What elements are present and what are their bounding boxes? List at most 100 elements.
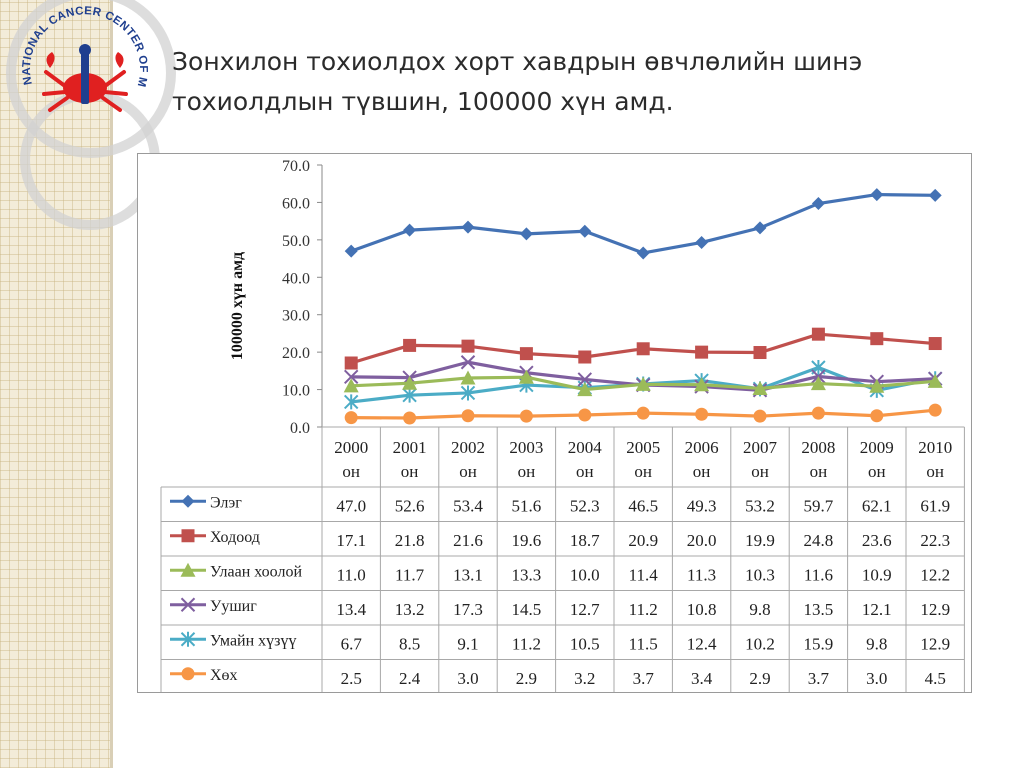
data-label: 11.4 [629, 565, 659, 584]
logo: NATIONAL CANCER CENTER OF MONGOLIA [10, 2, 149, 112]
data-point [402, 387, 417, 403]
data-label: 21.8 [395, 531, 425, 550]
x-tick-label-unit: он [868, 462, 886, 481]
legend-marker [180, 631, 196, 647]
data-label: 59.7 [804, 496, 834, 515]
data-label: 2.9 [749, 669, 770, 688]
line-chart: 0.0 10.0 20.0 30.0 40.0 50.0 60.0 70.0 100000 хү… [160, 158, 965, 692]
data-point [461, 409, 475, 423]
data-point [403, 411, 417, 425]
data-label: 13.2 [395, 600, 425, 619]
x-tick-label-unit: он [810, 462, 828, 481]
data-label: 10.2 [745, 634, 775, 653]
data-label: 12.2 [920, 565, 950, 584]
title-line-1: Зонхилон тохиолдох хорт хавдрын өвчлөлий… [172, 47, 863, 76]
data-point [869, 378, 885, 393]
x-tick-label-year: 2006 [685, 438, 719, 457]
data-label: 10.3 [745, 565, 775, 584]
data-label: 8.5 [399, 634, 420, 653]
data-label: 11.7 [395, 565, 425, 584]
data-point [636, 246, 650, 260]
legend-label: Улаан хоолой [210, 563, 302, 580]
data-point [752, 380, 768, 395]
data-label: 17.3 [453, 600, 483, 619]
data-label: 3.0 [866, 669, 887, 688]
data-label: 9.8 [749, 600, 770, 619]
data-label: 15.9 [804, 634, 834, 653]
data-label: 19.6 [512, 531, 542, 550]
data-point [344, 244, 358, 258]
data-label: 11.6 [804, 565, 833, 584]
data-label: 11.3 [687, 565, 716, 584]
data-label: 53.4 [453, 496, 483, 515]
data-point [343, 369, 359, 385]
data-point [519, 409, 533, 423]
data-point [577, 382, 593, 397]
legend-marker [180, 597, 196, 612]
data-label: 12.4 [687, 634, 717, 653]
legend-label: Ходоод [210, 529, 260, 546]
data-point [343, 394, 359, 410]
data-point [753, 409, 767, 423]
data-label: 61.9 [920, 496, 950, 515]
data-point [578, 350, 592, 364]
data-label: 3.2 [574, 669, 595, 688]
data-label: 13.5 [804, 600, 834, 619]
y-tick-label: 0.0 [290, 420, 310, 437]
x-tick-label-year: 2007 [743, 438, 778, 457]
x-tick-label-year: 2004 [568, 438, 603, 457]
data-point [461, 339, 475, 353]
data-point [344, 356, 358, 370]
data-label: 12.1 [862, 600, 892, 619]
x-tick-label-unit: он [926, 462, 944, 481]
data-label: 10.0 [570, 565, 600, 584]
data-point [927, 373, 943, 388]
data-point [811, 197, 825, 211]
x-tick-label-unit: он [401, 462, 419, 481]
data-label: 3.7 [633, 669, 655, 688]
data-point [636, 406, 650, 420]
data-label: 10.9 [862, 565, 892, 584]
data-point [577, 372, 593, 387]
data-point [753, 221, 767, 235]
legend-label: Хөх [210, 667, 238, 684]
crab-emblem-icon [42, 44, 128, 112]
legend-label: Уушиг [210, 598, 257, 615]
legend-label: Элэг [210, 494, 242, 511]
data-point [402, 375, 418, 390]
data-point [695, 407, 709, 421]
y-tick-label: 40.0 [282, 270, 310, 287]
x-tick-label-unit: он [634, 462, 652, 481]
data-point [695, 235, 709, 249]
y-tick-label: 30.0 [282, 308, 310, 325]
data-point [928, 188, 942, 202]
data-point [928, 337, 942, 351]
x-tick-label-year: 2010 [918, 438, 952, 457]
data-label: 23.6 [862, 531, 892, 550]
x-tick-label-year: 2008 [801, 438, 835, 457]
data-label: 18.7 [570, 531, 600, 550]
data-label: 14.5 [512, 600, 542, 619]
data-label: 4.5 [925, 669, 946, 688]
series-line [350, 192, 936, 255]
data-point [870, 188, 884, 202]
data-label: 17.1 [336, 531, 366, 550]
x-tick-label-year: 2009 [860, 438, 894, 457]
data-point [343, 378, 359, 393]
data-label: 3.0 [457, 669, 478, 688]
data-label: 19.9 [745, 531, 775, 550]
data-label: 2.5 [341, 669, 362, 688]
y-tick-label: 60.0 [282, 195, 310, 212]
data-label: 9.1 [457, 634, 478, 653]
data-point [578, 224, 592, 238]
data-label: 62.1 [862, 496, 892, 515]
x-tick-label-year: 2001 [393, 438, 427, 457]
legend-marker [181, 494, 195, 508]
x-tick-label-year: 2005 [626, 438, 660, 457]
data-point [928, 403, 942, 417]
data-label: 11.2 [629, 600, 658, 619]
data-point [519, 347, 533, 361]
data-label: 13.4 [336, 600, 366, 619]
data-point [460, 355, 476, 370]
data-point [578, 408, 592, 422]
